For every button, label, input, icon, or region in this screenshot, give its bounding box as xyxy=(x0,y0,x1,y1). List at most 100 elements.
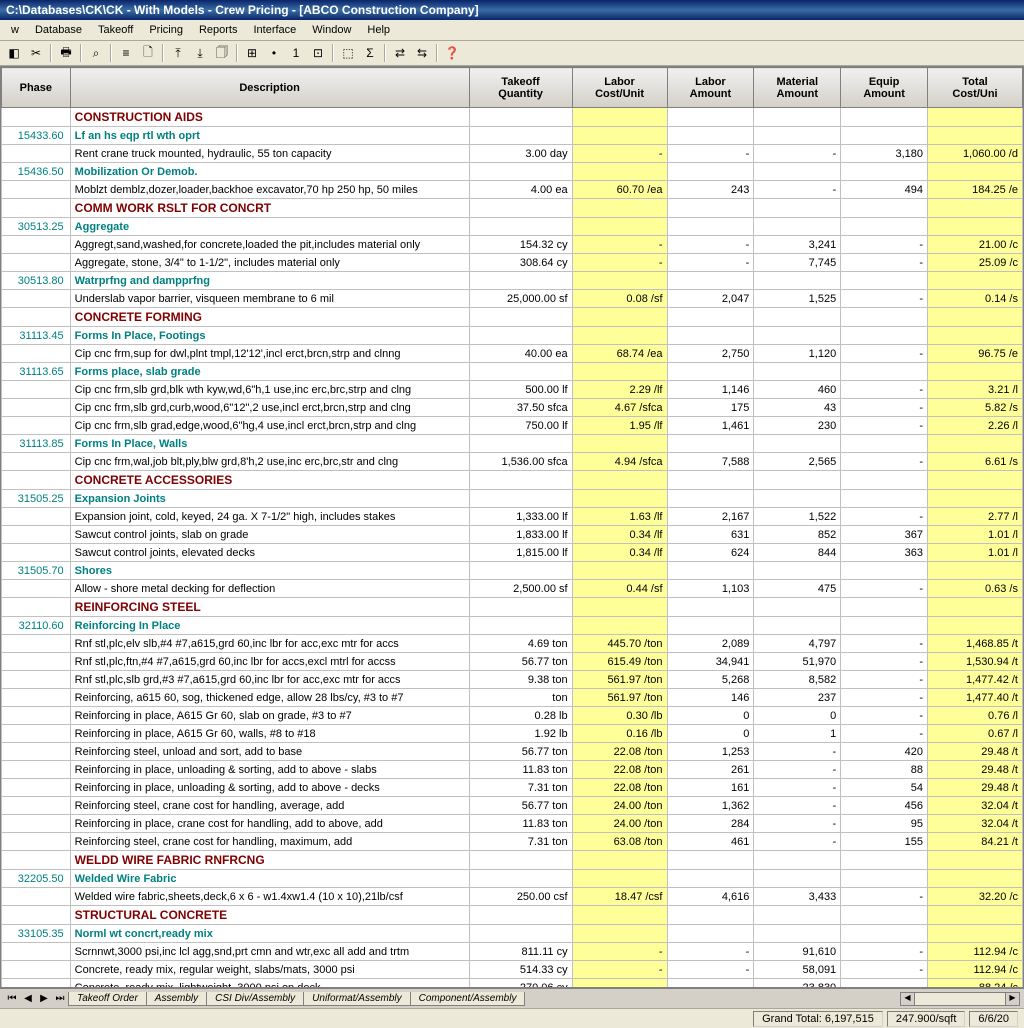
tab-prev[interactable]: ◀ xyxy=(20,993,36,1004)
sheet-tab[interactable]: Uniformat/Assembly xyxy=(303,992,410,1006)
grid-row[interactable]: Rnf stl,plc,elv slb,#4 #7,a615,grd 60,in… xyxy=(2,635,1023,653)
menu-interface[interactable]: Interface xyxy=(246,22,303,38)
grid-row[interactable]: Moblzt demblz,dozer,loader,backhoe excav… xyxy=(2,181,1023,199)
grid-row[interactable]: Scrnnwt,3000 psi,inc lcl agg,snd,prt cmn… xyxy=(2,943,1023,961)
toolbar: ◧✂ 🖶 ⌕ ≡🗋 ⤒⤓🗍 ⊞•1⊡ ⬚Σ ⇄⇆ ❓ xyxy=(0,41,1024,66)
sheet-tab[interactable]: Component/Assembly xyxy=(410,992,526,1006)
grid-row[interactable]: CONCRETE ACCESSORIES xyxy=(2,471,1023,490)
grid-row[interactable]: 31113.65Forms place, slab grade xyxy=(2,363,1023,381)
grid-row[interactable]: Reinforcing steel, unload and sort, add … xyxy=(2,743,1023,761)
grid-row[interactable]: REINFORCING STEEL xyxy=(2,598,1023,617)
grid-row[interactable]: Aggregate, stone, 3/4" to 1-1/2", includ… xyxy=(2,254,1023,272)
sheet-tab[interactable]: Assembly xyxy=(146,992,207,1006)
toolbar-button[interactable]: ⤓ xyxy=(190,43,210,63)
grid-row[interactable]: 32110.60Reinforcing In Place xyxy=(2,617,1023,635)
toolbar-button[interactable]: 🗋 xyxy=(138,43,158,63)
column-header[interactable]: EquipAmount xyxy=(841,68,928,108)
toolbar-button[interactable]: ⊞ xyxy=(242,43,262,63)
menu-database[interactable]: Database xyxy=(28,22,89,38)
column-header[interactable]: Phase xyxy=(2,68,71,108)
column-header[interactable]: TakeoffQuantity xyxy=(469,68,572,108)
sheet-tab[interactable]: CSI Div/Assembly xyxy=(206,992,304,1006)
toolbar-button[interactable]: ⊡ xyxy=(308,43,328,63)
toolbar-button[interactable]: ≡ xyxy=(116,43,136,63)
grid-row[interactable]: Reinforcing steel, crane cost for handli… xyxy=(2,833,1023,851)
menu-window[interactable]: Window xyxy=(305,22,358,38)
toolbar-button[interactable]: ⇄ xyxy=(390,43,410,63)
menu-takeoff[interactable]: Takeoff xyxy=(91,22,140,38)
menu-help[interactable]: Help xyxy=(360,22,397,38)
grid-row[interactable]: Reinforcing in place, A615 Gr 60, slab o… xyxy=(2,707,1023,725)
grid-row[interactable]: Underslab vapor barrier, visqueen membra… xyxy=(2,290,1023,308)
grid-row[interactable]: Cip cnc frm,slb grd,blk wth kyw,wd,6"h,1… xyxy=(2,381,1023,399)
grid-row[interactable]: 31505.70Shores xyxy=(2,562,1023,580)
grid-row[interactable]: 33105.35Norml wt concrt,ready mix xyxy=(2,925,1023,943)
horizontal-scrollbar[interactable]: ◀▶ xyxy=(900,992,1020,1006)
grid-row[interactable]: STRUCTURAL CONCRETE xyxy=(2,906,1023,925)
column-header[interactable]: MaterialAmount xyxy=(754,68,841,108)
grid-row[interactable]: Reinforcing in place, unloading & sortin… xyxy=(2,779,1023,797)
grid-row[interactable]: 15433.60Lf an hs eqp rtl wth oprt xyxy=(2,127,1023,145)
sheet-tab[interactable]: Takeoff Order xyxy=(68,992,147,1006)
grid-row[interactable]: Concrete, ready mix, regular weight, sla… xyxy=(2,961,1023,979)
grid-row[interactable]: 31113.45Forms In Place, Footings xyxy=(2,327,1023,345)
toolbar-button[interactable]: • xyxy=(264,43,284,63)
grid-row[interactable]: Concrete, ready mix, lightweight, 3000 p… xyxy=(2,979,1023,989)
status-date: 6/6/20 xyxy=(969,1011,1018,1027)
grid-row[interactable]: Reinforcing in place, A615 Gr 60, walls,… xyxy=(2,725,1023,743)
title-bar: C:\Databases\CK\CK - With Models - Crew … xyxy=(0,0,1024,20)
toolbar-button[interactable]: 🗍 xyxy=(212,43,232,63)
grid-row[interactable]: Reinforcing steel, crane cost for handli… xyxy=(2,797,1023,815)
column-header[interactable]: LaborCost/Unit xyxy=(572,68,667,108)
grid-row[interactable]: Sawcut control joints, slab on grade1,83… xyxy=(2,526,1023,544)
column-header[interactable]: Description xyxy=(70,68,469,108)
grid-row[interactable]: CONCRETE FORMING xyxy=(2,308,1023,327)
grid-row[interactable]: Reinforcing, a615 60, sog, thickened edg… xyxy=(2,689,1023,707)
toolbar-button[interactable]: ⬚ xyxy=(338,43,358,63)
grid-row[interactable]: Reinforcing in place, crane cost for han… xyxy=(2,815,1023,833)
menu-pricing[interactable]: Pricing xyxy=(142,22,190,38)
grid-row[interactable]: 30513.25Aggregate xyxy=(2,218,1023,236)
toolbar-button[interactable]: ⌕ xyxy=(86,43,106,63)
grid-row[interactable]: Sawcut control joints, elevated decks1,8… xyxy=(2,544,1023,562)
grid-row[interactable]: Cip cnc frm,slb grd,curb,wood,6"12",2 us… xyxy=(2,399,1023,417)
toolbar-button[interactable]: Σ xyxy=(360,43,380,63)
grid-row[interactable]: Reinforcing in place, unloading & sortin… xyxy=(2,761,1023,779)
column-header[interactable]: LaborAmount xyxy=(667,68,754,108)
grid-row[interactable]: Expansion joint, cold, keyed, 24 ga. X 7… xyxy=(2,508,1023,526)
grid-row[interactable]: 15436.50Mobilization Or Demob. xyxy=(2,163,1023,181)
grid-row[interactable]: Rnf stl,plc,slb grd,#3 #7,a615,grd 60,in… xyxy=(2,671,1023,689)
toolbar-button[interactable]: 🖶 xyxy=(56,43,76,63)
grid-row[interactable]: Cip cnc frm,sup for dwl,plnt tmpl,12'12'… xyxy=(2,345,1023,363)
tab-last[interactable]: ⏭ xyxy=(52,993,68,1004)
menu-w[interactable]: w xyxy=(4,22,26,38)
status-rate: 247.900/sqft xyxy=(887,1011,966,1027)
grid-row[interactable]: Rent crane truck mounted, hydraulic, 55 … xyxy=(2,145,1023,163)
grid-row[interactable]: Welded wire fabric,sheets,deck,6 x 6 - w… xyxy=(2,888,1023,906)
toolbar-button[interactable]: ❓ xyxy=(442,43,462,63)
column-header[interactable]: TotalCost/Uni xyxy=(928,68,1023,108)
toolbar-button[interactable]: ⤒ xyxy=(168,43,188,63)
grid-row[interactable]: CONSTRUCTION AIDS xyxy=(2,108,1023,127)
menu-reports[interactable]: Reports xyxy=(192,22,245,38)
toolbar-button[interactable]: ⇆ xyxy=(412,43,432,63)
grid-row[interactable]: Rnf stl,plc,ftn,#4 #7,a615,grd 60,inc lb… xyxy=(2,653,1023,671)
grid-row[interactable]: 32205.50Welded Wire Fabric xyxy=(2,870,1023,888)
tab-first[interactable]: ⏮ xyxy=(4,993,20,1004)
grid-row[interactable]: 31505.25Expansion Joints xyxy=(2,490,1023,508)
toolbar-button[interactable]: ✂ xyxy=(26,43,46,63)
grid-row[interactable]: 31113.85Forms In Place, Walls xyxy=(2,435,1023,453)
toolbar-button[interactable]: 1 xyxy=(286,43,306,63)
sheet-tabs: ⏮ ◀ ▶ ⏭ Takeoff OrderAssemblyCSI Div/Ass… xyxy=(0,988,1024,1008)
status-grand-total: Grand Total: 6,197,515 xyxy=(753,1011,883,1027)
grid-row[interactable]: Cip cnc frm,wal,job blt,ply,blw grd,8'h,… xyxy=(2,453,1023,471)
grid-row[interactable]: 30513.80Watrprfng and dampprfng xyxy=(2,272,1023,290)
tab-next[interactable]: ▶ xyxy=(36,993,52,1004)
toolbar-button[interactable]: ◧ xyxy=(4,43,24,63)
grid-row[interactable]: Allow - shore metal decking for deflecti… xyxy=(2,580,1023,598)
grid-row[interactable]: COMM WORK RSLT FOR CONCRT xyxy=(2,199,1023,218)
grid-row[interactable]: Cip cnc frm,slb grad,edge,wood,6"hg,4 us… xyxy=(2,417,1023,435)
grid-row[interactable]: WELDD WIRE FABRIC RNFRCNG xyxy=(2,851,1023,870)
grid-row[interactable]: Aggregt,sand,washed,for concrete,loaded … xyxy=(2,236,1023,254)
grid[interactable]: PhaseDescriptionTakeoffQuantityLaborCost… xyxy=(0,66,1024,988)
